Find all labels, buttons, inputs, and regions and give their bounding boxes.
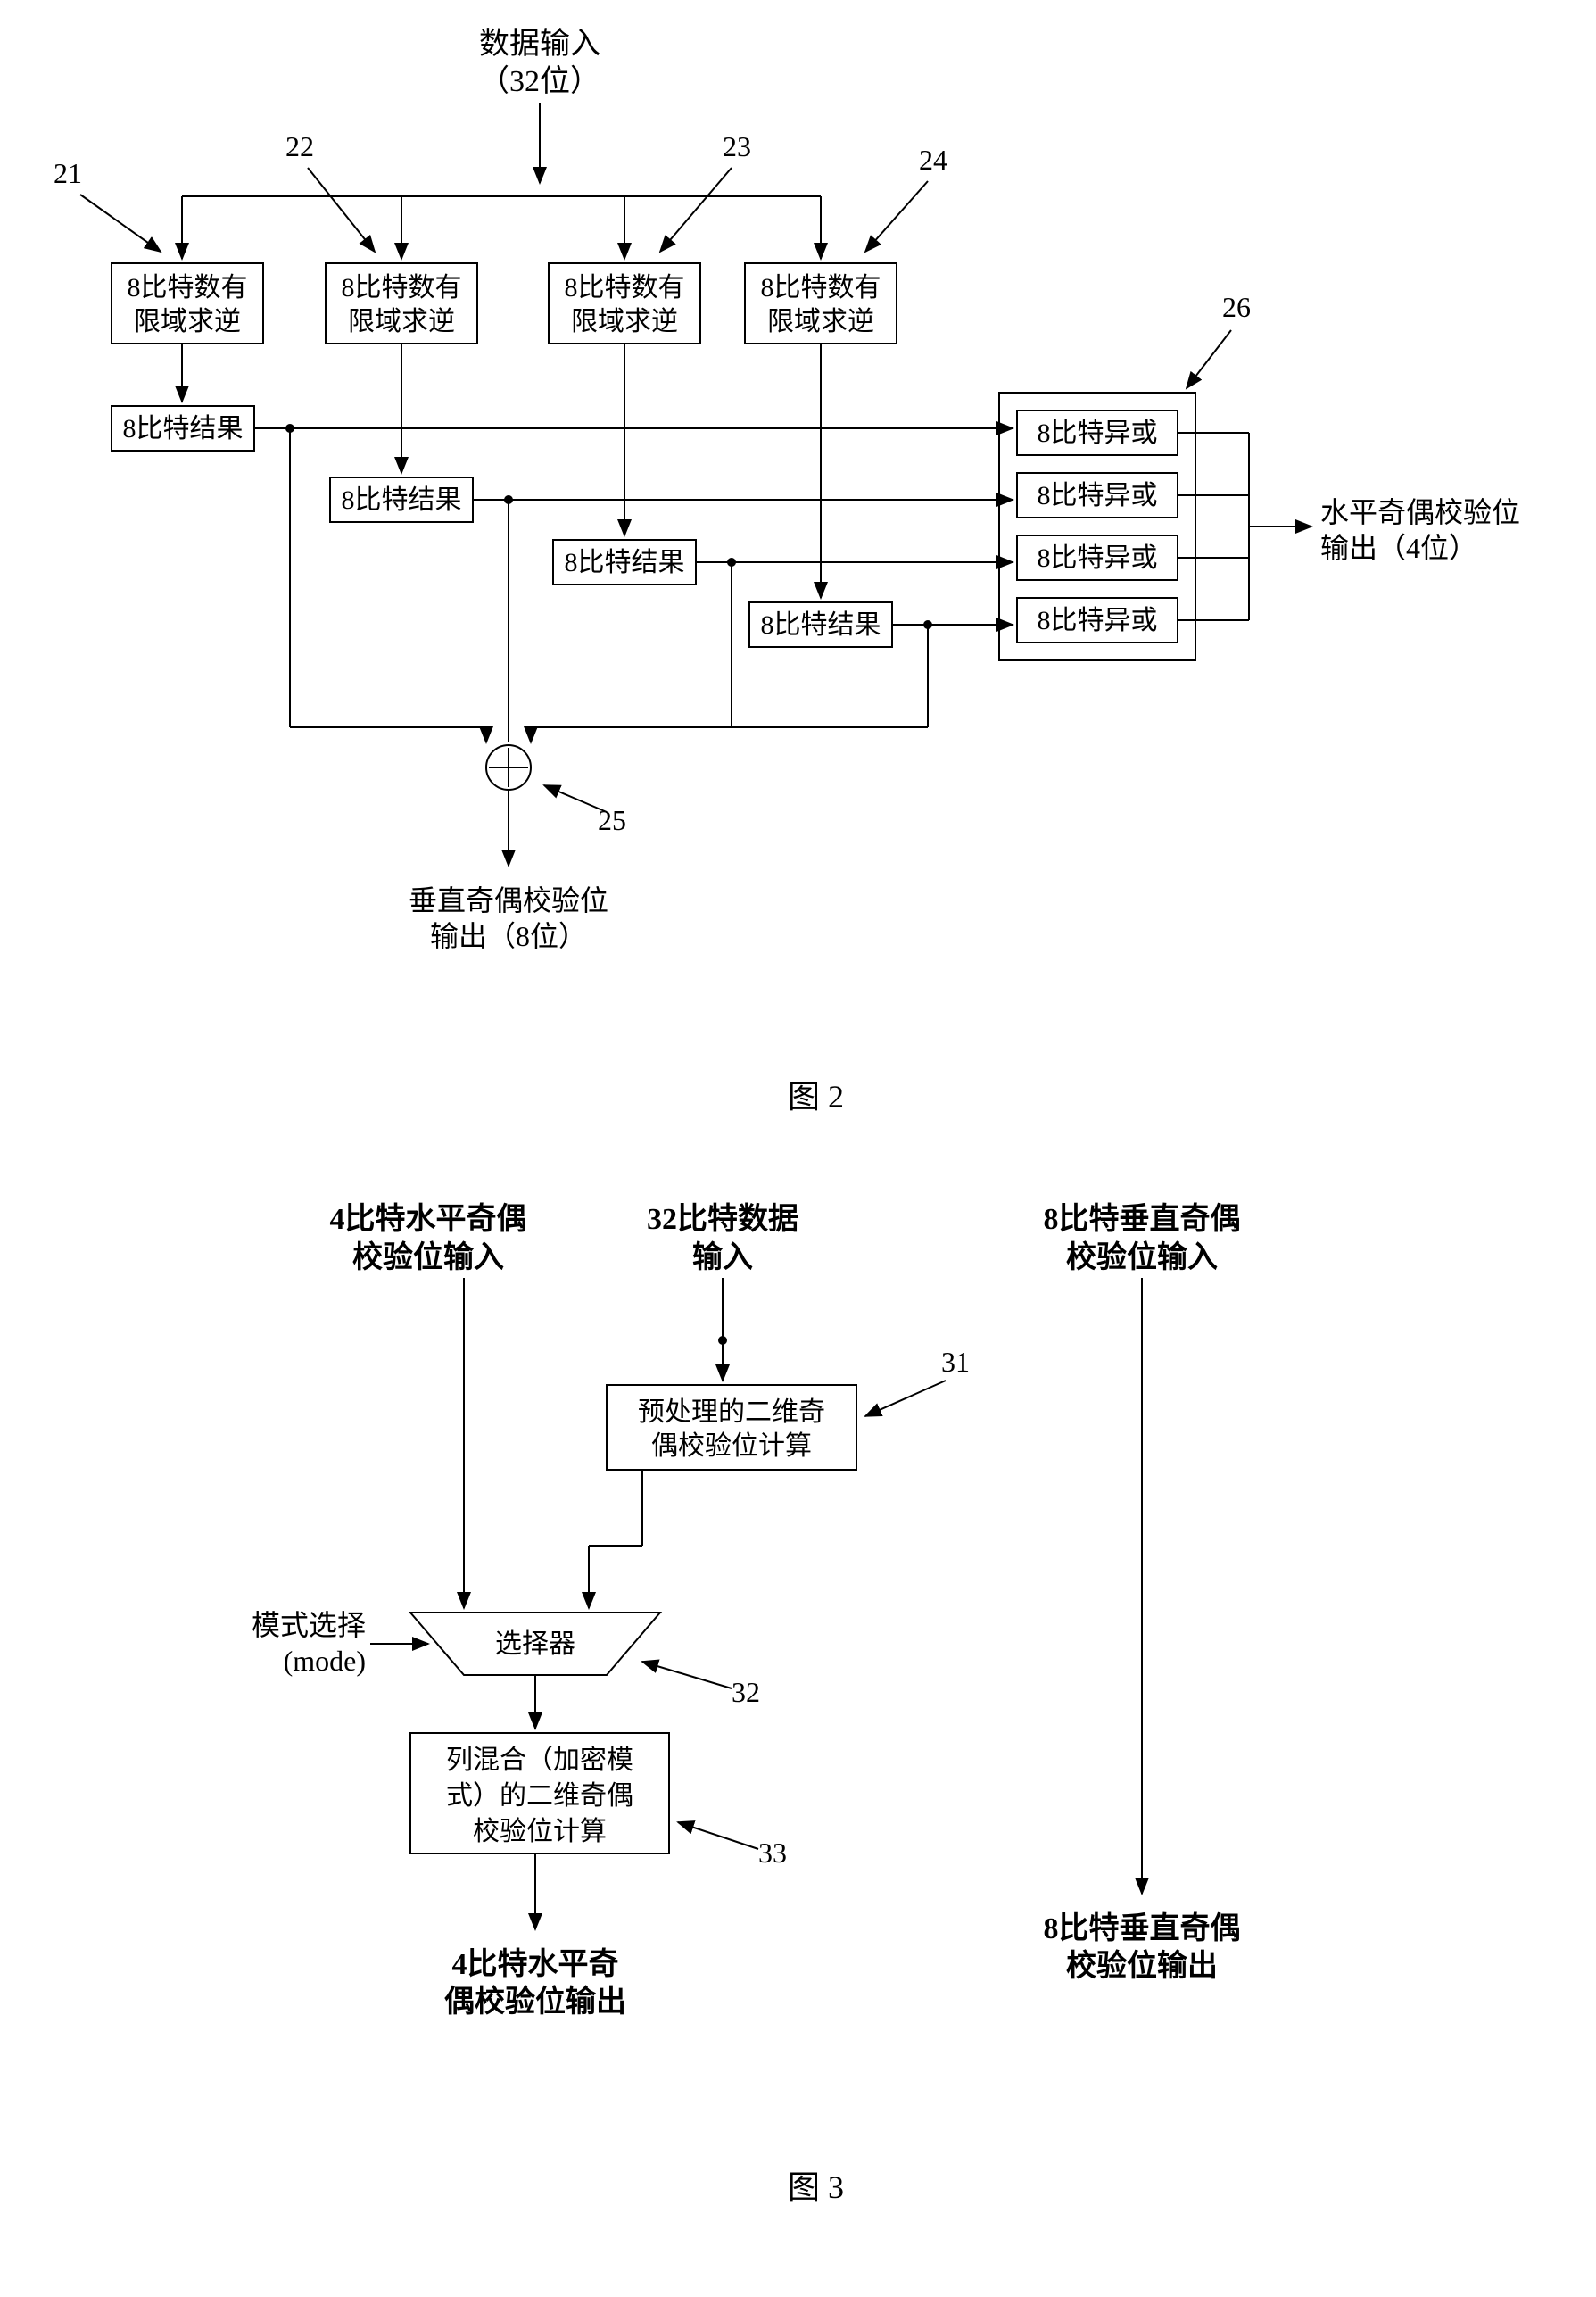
svg-text:8比特结果: 8比特结果 bbox=[123, 414, 244, 444]
svg-text:偶校验位计算: 偶校验位计算 bbox=[651, 1431, 812, 1461]
figure-2: 数据输入 （32位） 21 22 23 24 8比特数有 限域求逆 8比特数有 … bbox=[18, 18, 1596, 1035]
ref-32: 32 bbox=[732, 1676, 760, 1708]
xor-box-4: 8比特异或 bbox=[1017, 598, 1178, 643]
mode-label-l1: 模式选择 bbox=[252, 1609, 366, 1641]
svg-text:8比特结果: 8比特结果 bbox=[342, 485, 462, 515]
fig3-in1-l2: 校验位输入 bbox=[352, 1240, 504, 1274]
svg-text:限域求逆: 限域求逆 bbox=[134, 307, 241, 336]
fig3-in2-l1: 32比特数据 bbox=[647, 1202, 798, 1236]
vertical-parity-out-l1: 垂直奇偶校验位 bbox=[409, 884, 608, 916]
data-input-label-l2: （32位） bbox=[479, 64, 600, 98]
svg-text:8比特异或: 8比特异或 bbox=[1038, 606, 1158, 635]
result-box-1: 8比特结果 bbox=[112, 406, 254, 451]
fig3-in3-l1: 8比特垂直奇偶 bbox=[1044, 1202, 1241, 1236]
fig3-in3-l2: 校验位输入 bbox=[1066, 1240, 1218, 1274]
svg-text:8比特异或: 8比特异或 bbox=[1038, 419, 1158, 448]
svg-text:预处理的二维奇: 预处理的二维奇 bbox=[638, 1397, 825, 1427]
svg-text:限域求逆: 限域求逆 bbox=[767, 307, 874, 336]
mixcolumns-box: 列混合（加密模 式）的二维奇偶 校验位计算 bbox=[410, 1733, 669, 1853]
inverse-box-1: 8比特数有 限域求逆 bbox=[112, 263, 263, 344]
fig3-out-left-l2: 偶校验位输出 bbox=[444, 1984, 626, 2019]
fig3-out-right-l2: 校验位输出 bbox=[1066, 1948, 1218, 1983]
figure-3: 4比特水平奇偶 校验位输入 32比特数据 输入 8比特垂直奇偶 校验位输入 预处… bbox=[18, 1189, 1596, 2126]
figure-2-caption: 图 2 bbox=[18, 1071, 1596, 1117]
data-input-label-l1: 数据输入 bbox=[479, 27, 600, 61]
ref-31: 31 bbox=[941, 1346, 970, 1378]
result-box-3: 8比特结果 bbox=[553, 540, 696, 585]
svg-text:8比特结果: 8比特结果 bbox=[565, 548, 685, 577]
ref-25: 25 bbox=[598, 804, 626, 836]
svg-text:列混合（加密模: 列混合（加密模 bbox=[446, 1746, 633, 1775]
inverse-box-2: 8比特数有 限域求逆 bbox=[326, 263, 477, 344]
ref-24: 24 bbox=[919, 144, 947, 176]
fig3-in1-l1: 4比特水平奇偶 bbox=[330, 1202, 527, 1236]
figure-3-caption: 图 3 bbox=[18, 2161, 1596, 2208]
fig3-tee-dot bbox=[718, 1336, 727, 1345]
svg-text:式）的二维奇偶: 式）的二维奇偶 bbox=[446, 1781, 633, 1811]
vertical-parity-out-l2: 输出（8位） bbox=[430, 920, 587, 952]
horizontal-parity-out-l1: 水平奇偶校验位 bbox=[1320, 496, 1520, 528]
preprocess-box: 预处理的二维奇 偶校验位计算 bbox=[607, 1385, 856, 1470]
result-box-2: 8比特结果 bbox=[330, 477, 473, 522]
svg-text:8比特结果: 8比特结果 bbox=[761, 610, 881, 640]
horizontal-parity-out-l2: 输出（4位） bbox=[1320, 532, 1477, 564]
ref-33: 33 bbox=[758, 1837, 787, 1869]
svg-text:8比特数有: 8比特数有 bbox=[761, 273, 881, 303]
xor-box-2: 8比特异或 bbox=[1017, 473, 1178, 518]
inverse-box-3: 8比特数有 限域求逆 bbox=[549, 263, 700, 344]
ref-26: 26 bbox=[1222, 291, 1251, 323]
xor-box-3: 8比特异或 bbox=[1017, 535, 1178, 580]
fig3-out-right-l1: 8比特垂直奇偶 bbox=[1044, 1911, 1241, 1945]
svg-text:8比特数有: 8比特数有 bbox=[342, 273, 462, 303]
xor-sum-node bbox=[486, 745, 531, 790]
fig3-out-left-l1: 4比特水平奇 bbox=[452, 1947, 619, 1981]
svg-text:8比特异或: 8比特异或 bbox=[1038, 543, 1158, 573]
svg-text:校验位计算: 校验位计算 bbox=[473, 1817, 607, 1846]
mode-label-l2: (mode) bbox=[284, 1645, 366, 1677]
svg-text:8比特数有: 8比特数有 bbox=[128, 273, 248, 303]
xor-box-1: 8比特异或 bbox=[1017, 410, 1178, 455]
svg-text:8比特数有: 8比特数有 bbox=[565, 273, 685, 303]
fig3-in2-l2: 输入 bbox=[692, 1240, 753, 1274]
svg-text:限域求逆: 限域求逆 bbox=[348, 307, 455, 336]
svg-text:选择器: 选择器 bbox=[495, 1629, 575, 1659]
svg-text:限域求逆: 限域求逆 bbox=[571, 307, 678, 336]
inverse-box-4: 8比特数有 限域求逆 bbox=[745, 263, 897, 344]
ref-22: 22 bbox=[285, 130, 314, 162]
selector-mux: 选择器 bbox=[410, 1613, 660, 1675]
ref-23: 23 bbox=[723, 130, 751, 162]
svg-text:8比特异或: 8比特异或 bbox=[1038, 481, 1158, 510]
ref-21: 21 bbox=[54, 157, 82, 189]
result-box-4: 8比特结果 bbox=[749, 602, 892, 647]
